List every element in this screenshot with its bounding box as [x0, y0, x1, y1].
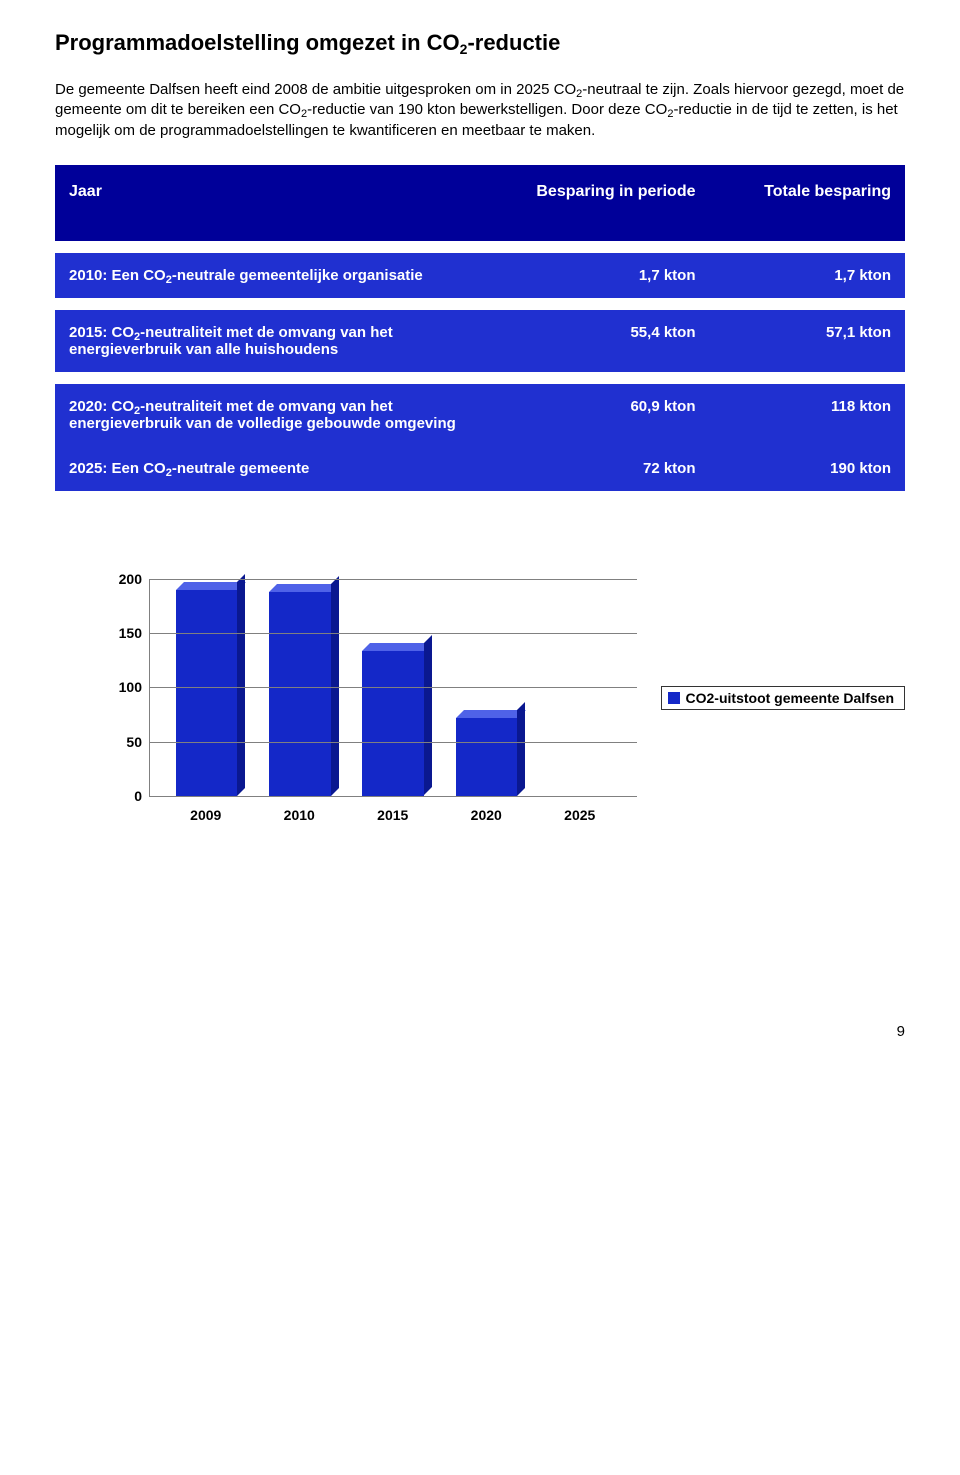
row-total: 118 kton [710, 384, 906, 446]
table-row: 2010: Een CO2-neutrale gemeentelijke org… [55, 253, 905, 298]
row-period: 60,9 kton [514, 384, 710, 446]
chart-container: 0 50 100 150 200 20092010201520202025 CO2-ui… [107, 573, 905, 823]
table-header: Totale besparing [710, 165, 906, 241]
y-tick-label: 150 [119, 625, 142, 641]
legend-swatch [668, 692, 680, 704]
row-period: 72 kton [514, 446, 710, 491]
page-number: 9 [55, 1023, 905, 1040]
row-label: 2015: CO2-neutraliteit met de omvang van… [55, 310, 514, 372]
table-header: Besparing in periode [514, 165, 710, 241]
y-tick-label: 200 [119, 571, 142, 587]
row-total: 190 kton [710, 446, 906, 491]
x-tick-label: 2020 [440, 807, 534, 823]
chart-legend: CO2-uitstoot gemeente Dalfsen [661, 686, 905, 710]
table-row: 2015: CO2-neutraliteit met de omvang van… [55, 310, 905, 372]
y-tick-label: 0 [134, 788, 142, 804]
chart-bar [456, 718, 518, 796]
table-row: 2025: Een CO2-neutrale gemeente72 kton19… [55, 446, 905, 491]
legend-label: CO2-uitstoot gemeente Dalfsen [686, 690, 894, 706]
chart-bar [362, 651, 424, 795]
x-tick-label: 2010 [253, 807, 347, 823]
row-total: 1,7 kton [710, 253, 906, 298]
y-tick-label: 100 [119, 679, 142, 695]
chart-bar [176, 590, 238, 796]
row-total: 57,1 kton [710, 310, 906, 372]
x-tick-label: 2015 [346, 807, 440, 823]
row-label: 2020: CO2-neutraliteit met de omvang van… [55, 384, 514, 446]
x-tick-label: 2009 [159, 807, 253, 823]
row-label: 2025: Een CO2-neutrale gemeente [55, 446, 514, 491]
y-tick-label: 50 [126, 734, 142, 750]
intro-paragraph: De gemeente Dalfsen heeft eind 2008 de a… [55, 80, 905, 141]
savings-table: JaarBesparing in periodeTotale besparing… [55, 165, 905, 503]
chart-bar [269, 592, 331, 796]
co2-bar-chart: 0 50 100 150 200 20092010201520202025 [107, 573, 645, 823]
x-tick-label: 2025 [533, 807, 627, 823]
row-period: 55,4 kton [514, 310, 710, 372]
row-period: 1,7 kton [514, 253, 710, 298]
table-row: 2020: CO2-neutraliteit met de omvang van… [55, 384, 905, 446]
row-label: 2010: Een CO2-neutrale gemeentelijke org… [55, 253, 514, 298]
table-header: Jaar [55, 165, 514, 241]
page-title: Programmadoelstelling omgezet in CO2-red… [55, 30, 905, 56]
